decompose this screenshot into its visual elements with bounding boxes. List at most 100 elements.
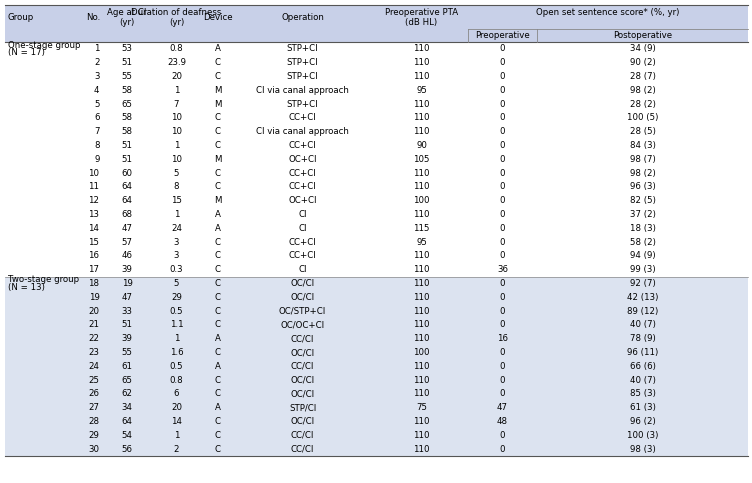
Text: 0: 0 [500,155,505,164]
Text: CI via canal approach: CI via canal approach [256,127,349,136]
Text: 24: 24 [89,362,99,371]
Text: 47: 47 [497,403,508,412]
Text: 58: 58 [122,86,132,95]
Text: Preoperative PTA: Preoperative PTA [385,8,458,17]
Text: No.: No. [86,13,100,22]
Text: 110: 110 [414,334,429,343]
Text: 0: 0 [500,238,505,247]
Text: 42 (13): 42 (13) [627,293,658,302]
Text: 2: 2 [94,58,99,67]
Text: 0: 0 [500,169,505,178]
Text: 89 (12): 89 (12) [627,307,658,315]
Text: 58 (2): 58 (2) [629,238,656,247]
Bar [5,56,748,70]
Text: C: C [214,348,220,357]
Text: 28 (7): 28 (7) [629,72,656,81]
Text: 53: 53 [122,44,132,54]
Bar [5,235,748,249]
Text: 0: 0 [500,251,505,260]
Text: C: C [214,417,220,426]
Text: 0: 0 [500,58,505,67]
Text: CC+CI: CC+CI [289,251,317,260]
Bar [5,42,748,56]
Text: 95: 95 [416,86,427,95]
Text: 110: 110 [414,169,429,178]
Text: 40 (7): 40 (7) [629,320,656,329]
Bar [5,401,748,414]
Text: 110: 110 [414,99,429,109]
Text: 110: 110 [414,279,429,288]
Text: 26: 26 [89,389,99,398]
Text: 1.6: 1.6 [170,348,183,357]
Text: 5: 5 [94,99,99,109]
Bar [5,263,748,277]
Text: 28 (5): 28 (5) [629,127,656,136]
Text: 110: 110 [414,72,429,81]
Text: 15: 15 [171,196,182,205]
Text: 0: 0 [500,210,505,219]
Bar [5,442,748,456]
Text: 64: 64 [122,196,132,205]
Text: 19: 19 [122,279,132,288]
Text: C: C [214,169,220,178]
Text: 34 (9): 34 (9) [629,44,656,54]
Text: C: C [214,58,220,67]
Text: 115: 115 [414,224,429,233]
Bar [5,180,748,194]
Text: 110: 110 [414,58,429,67]
Text: 25: 25 [89,376,99,384]
Bar [5,290,748,304]
Text: 17: 17 [89,265,99,274]
Text: 105: 105 [414,155,429,164]
Text: 110: 110 [414,127,429,136]
Text: CC/CI: CC/CI [291,444,314,454]
Text: Two-stage group: Two-stage group [8,275,79,284]
Text: (dB HL): (dB HL) [405,18,438,27]
Text: 40 (7): 40 (7) [629,376,656,384]
Text: 0: 0 [500,72,505,81]
Bar [5,249,748,263]
Text: 33: 33 [122,307,132,315]
Bar [5,359,748,373]
Text: 96 (11): 96 (11) [627,348,658,357]
Bar [5,29,748,42]
Text: CC+CI: CC+CI [289,238,317,247]
Text: 110: 110 [414,389,429,398]
Text: Device: Device [203,13,232,22]
Text: CC/CI: CC/CI [291,362,314,371]
Text: 24: 24 [171,224,182,233]
Bar [5,194,748,208]
Bar [5,414,748,428]
Text: 98 (2): 98 (2) [629,169,656,178]
Bar [5,111,748,125]
Text: A: A [214,362,220,371]
Text: 94 (9): 94 (9) [629,251,655,260]
Text: 54: 54 [122,431,132,440]
Text: 0: 0 [500,431,505,440]
Text: 0: 0 [500,127,505,136]
Text: 90: 90 [416,141,427,150]
Text: Group: Group [8,13,35,22]
Text: CI via canal approach: CI via canal approach [256,86,349,95]
Text: 3: 3 [94,72,99,81]
Text: 20: 20 [89,307,99,315]
Text: 98 (3): 98 (3) [629,444,656,454]
Text: 60: 60 [122,169,132,178]
Text: 12: 12 [89,196,99,205]
Text: 11: 11 [89,183,99,191]
Bar [5,304,748,318]
Text: 0: 0 [500,224,505,233]
Text: 30: 30 [89,444,99,454]
Text: One-stage group: One-stage group [8,41,80,50]
Text: 0: 0 [500,86,505,95]
Text: 0: 0 [500,307,505,315]
Text: C: C [214,72,220,81]
Text: 64: 64 [122,183,132,191]
Text: C: C [214,238,220,247]
Text: 95: 95 [416,238,427,247]
Text: 56: 56 [122,444,132,454]
Text: 110: 110 [414,307,429,315]
Text: 36: 36 [497,265,508,274]
Text: (yr): (yr) [169,18,184,27]
Text: 28 (2): 28 (2) [629,99,656,109]
